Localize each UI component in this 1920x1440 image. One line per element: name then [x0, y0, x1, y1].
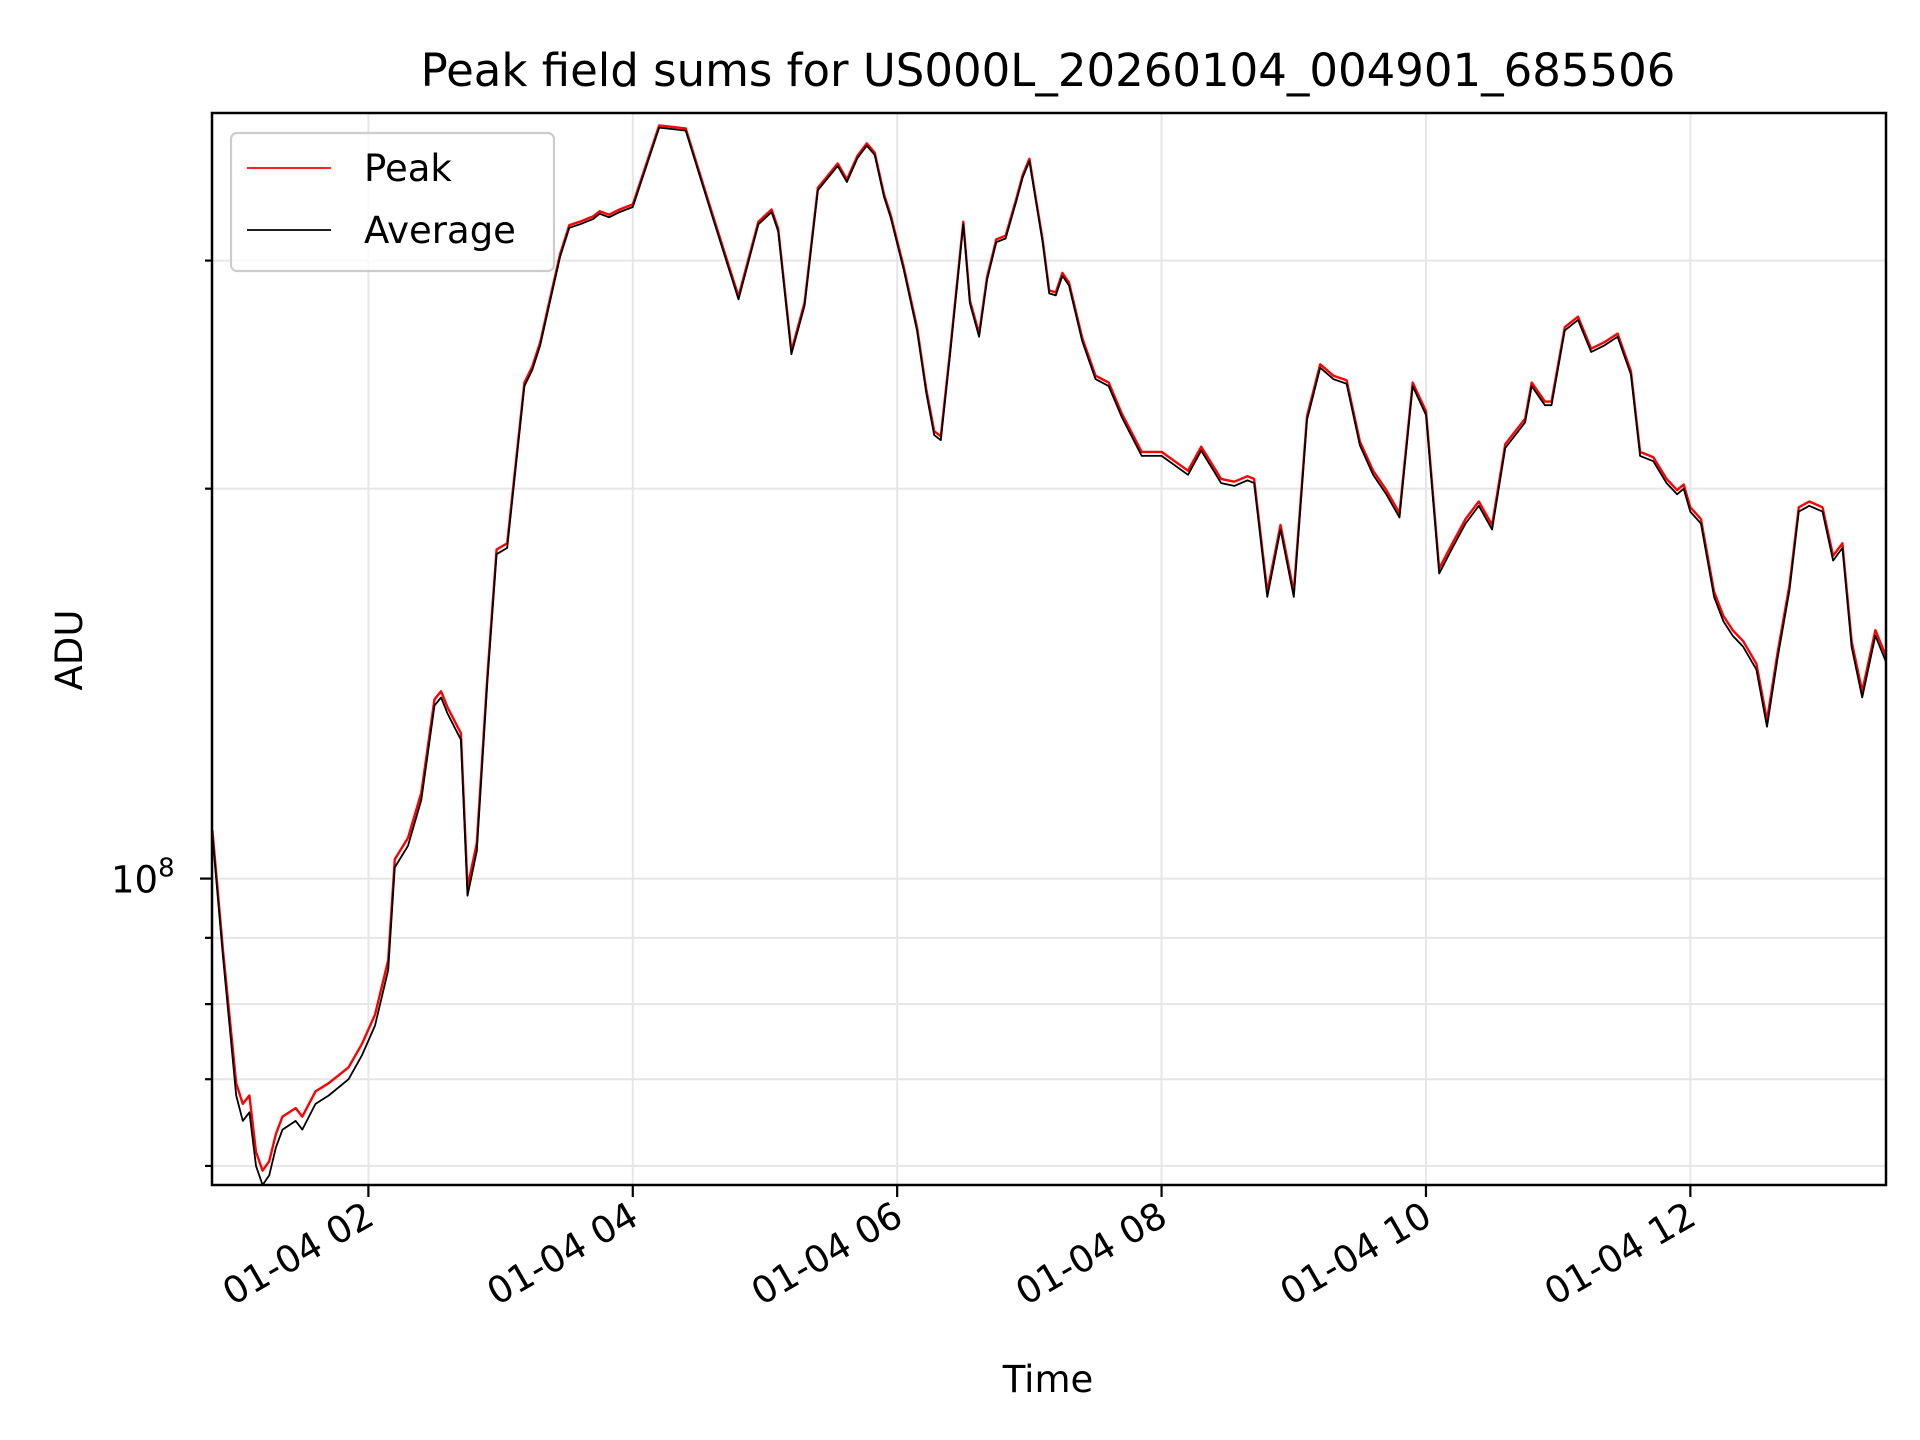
legend-label-average: Average — [364, 209, 516, 252]
x-tick-label: 01-04 12 — [1537, 1194, 1703, 1314]
legend: Peak Average — [229, 131, 556, 273]
x-tick-label: 01-04 10 — [1273, 1194, 1439, 1314]
x-tick-label: 01-04 04 — [480, 1194, 646, 1314]
y-tick-label-base: 10 — [111, 859, 158, 902]
y-tick-label-exponent: 8 — [158, 854, 175, 884]
axis-ticks: 01-04 02 01-04 04 01-04 06 01-04 08 01-04 10… — [111, 259, 1703, 1314]
x-tick-label: 01-04 08 — [1008, 1194, 1174, 1314]
legend-label-peak: Peak — [364, 147, 452, 190]
y-axis-label: ADU — [48, 610, 91, 691]
x-tick-label: 01-04 06 — [744, 1194, 910, 1314]
plot-frame — [210, 111, 1888, 1187]
y-tick-label: 108 — [111, 854, 175, 902]
series-line-average — [211, 126, 1887, 1186]
plot-series — [211, 124, 1888, 1186]
x-axis-label: Time — [1002, 1358, 1094, 1401]
x-tick-label: 01-04 02 — [215, 1194, 381, 1314]
grid-lines — [212, 113, 1886, 1185]
chart-title: Peak field sums for US000L_20260104_0049… — [421, 44, 1676, 97]
series-line-peak — [211, 124, 1888, 1172]
